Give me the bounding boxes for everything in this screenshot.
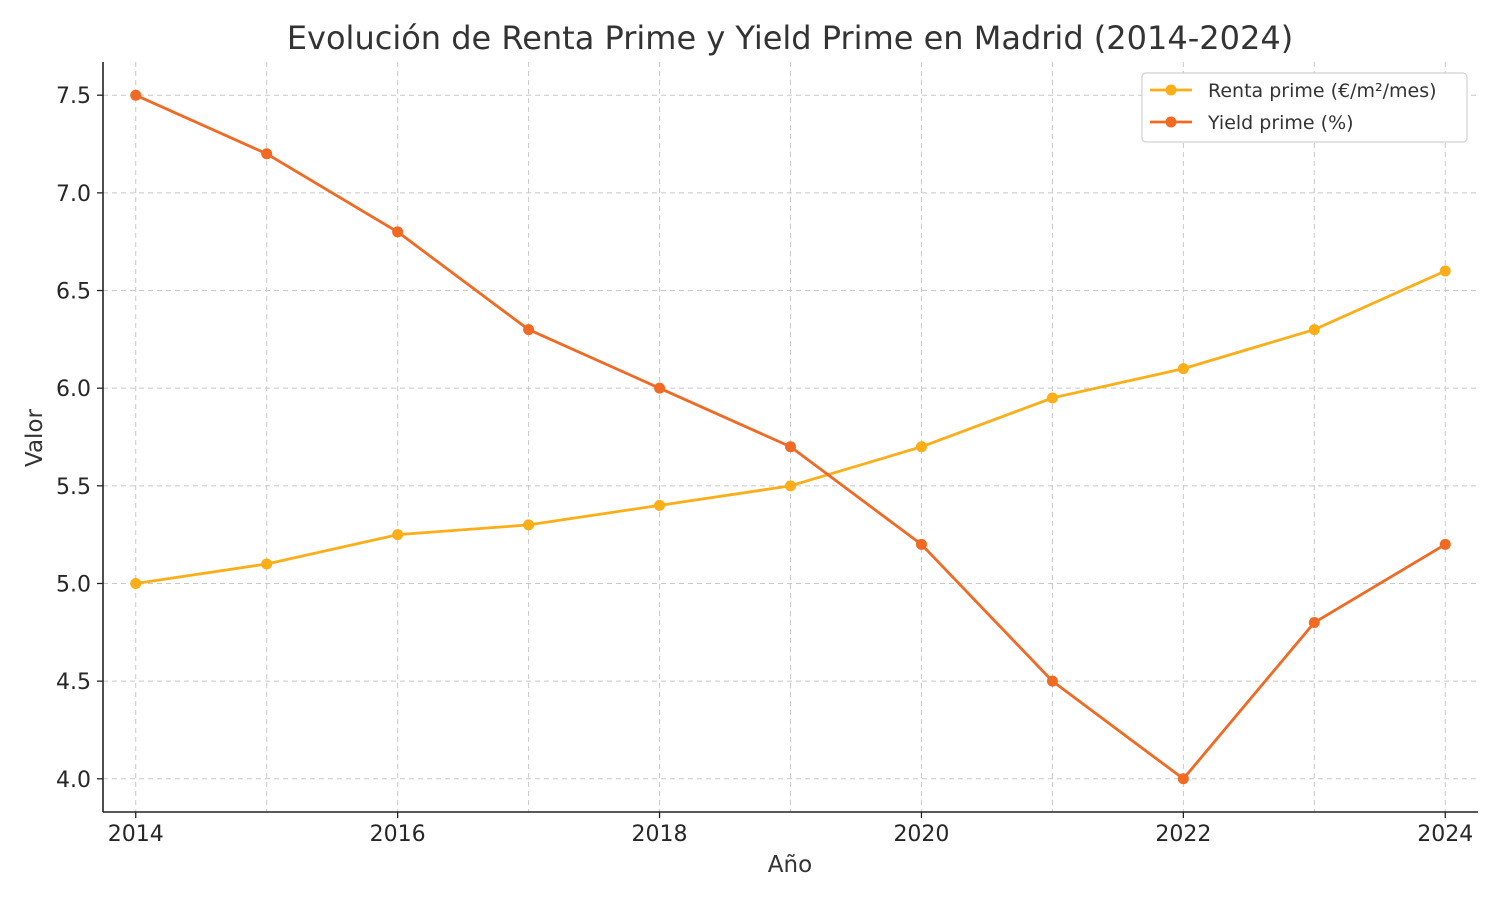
x-tick-label: 2022 [1155,822,1211,847]
data-point [523,324,535,336]
y-tick-label: 7.0 [56,182,91,207]
data-point [261,558,273,570]
legend: Renta prime (€/m²/mes) Yield prime (%) [1141,72,1468,143]
x-axis-label: Año [768,852,812,878]
data-point [785,480,796,492]
data-point [1439,265,1451,277]
data-point [392,529,404,541]
data-point [915,538,927,550]
legend-label: Yield prime (%) [1207,112,1354,134]
data-point [1308,617,1320,629]
legend-swatch-marker [1165,116,1177,128]
y-tick-label: 6.0 [56,377,91,402]
data-point [1046,392,1058,404]
data-point [261,148,273,160]
x-tick-label: 2020 [893,822,949,847]
grid [103,62,1478,812]
tick-labels: 2014 2016 2018 2020 2022 2024 4.0 4.5 5.0 5.5 6.0 6… [56,84,1473,847]
data-point [654,382,666,394]
x-tick-label: 2024 [1417,822,1473,847]
legend-label: Renta prime (€/m²/mes) [1208,80,1437,102]
x-tick-label: 2018 [632,822,688,847]
data-point [1439,538,1451,550]
data-point [523,519,535,531]
data-point [785,441,796,453]
data-point [1177,773,1189,785]
legend-box [1141,72,1468,143]
y-tick-label: 5.5 [56,475,91,500]
data-point [1177,363,1189,375]
y-tick-label: 6.5 [56,280,91,305]
x-tick-label: 2016 [370,822,426,847]
series-layer [130,89,1451,785]
axes [97,62,1478,818]
data-point [1308,324,1320,336]
data-point [392,226,404,238]
data-point [915,441,927,453]
data-point [130,89,142,101]
x-tick-label: 2014 [108,822,164,847]
y-tick-label: 4.5 [56,670,91,695]
data-point [1046,675,1058,687]
data-point [130,577,142,589]
y-tick-label: 5.0 [56,572,91,597]
legend-swatch-marker [1165,84,1177,96]
y-tick-label: 4.0 [56,768,91,793]
data-point [654,499,666,511]
y-axis-label: Valor [22,408,48,467]
chart-title: Evolución de Renta Prime y Yield Prime e… [287,19,1293,57]
y-tick-label: 7.5 [56,84,91,109]
